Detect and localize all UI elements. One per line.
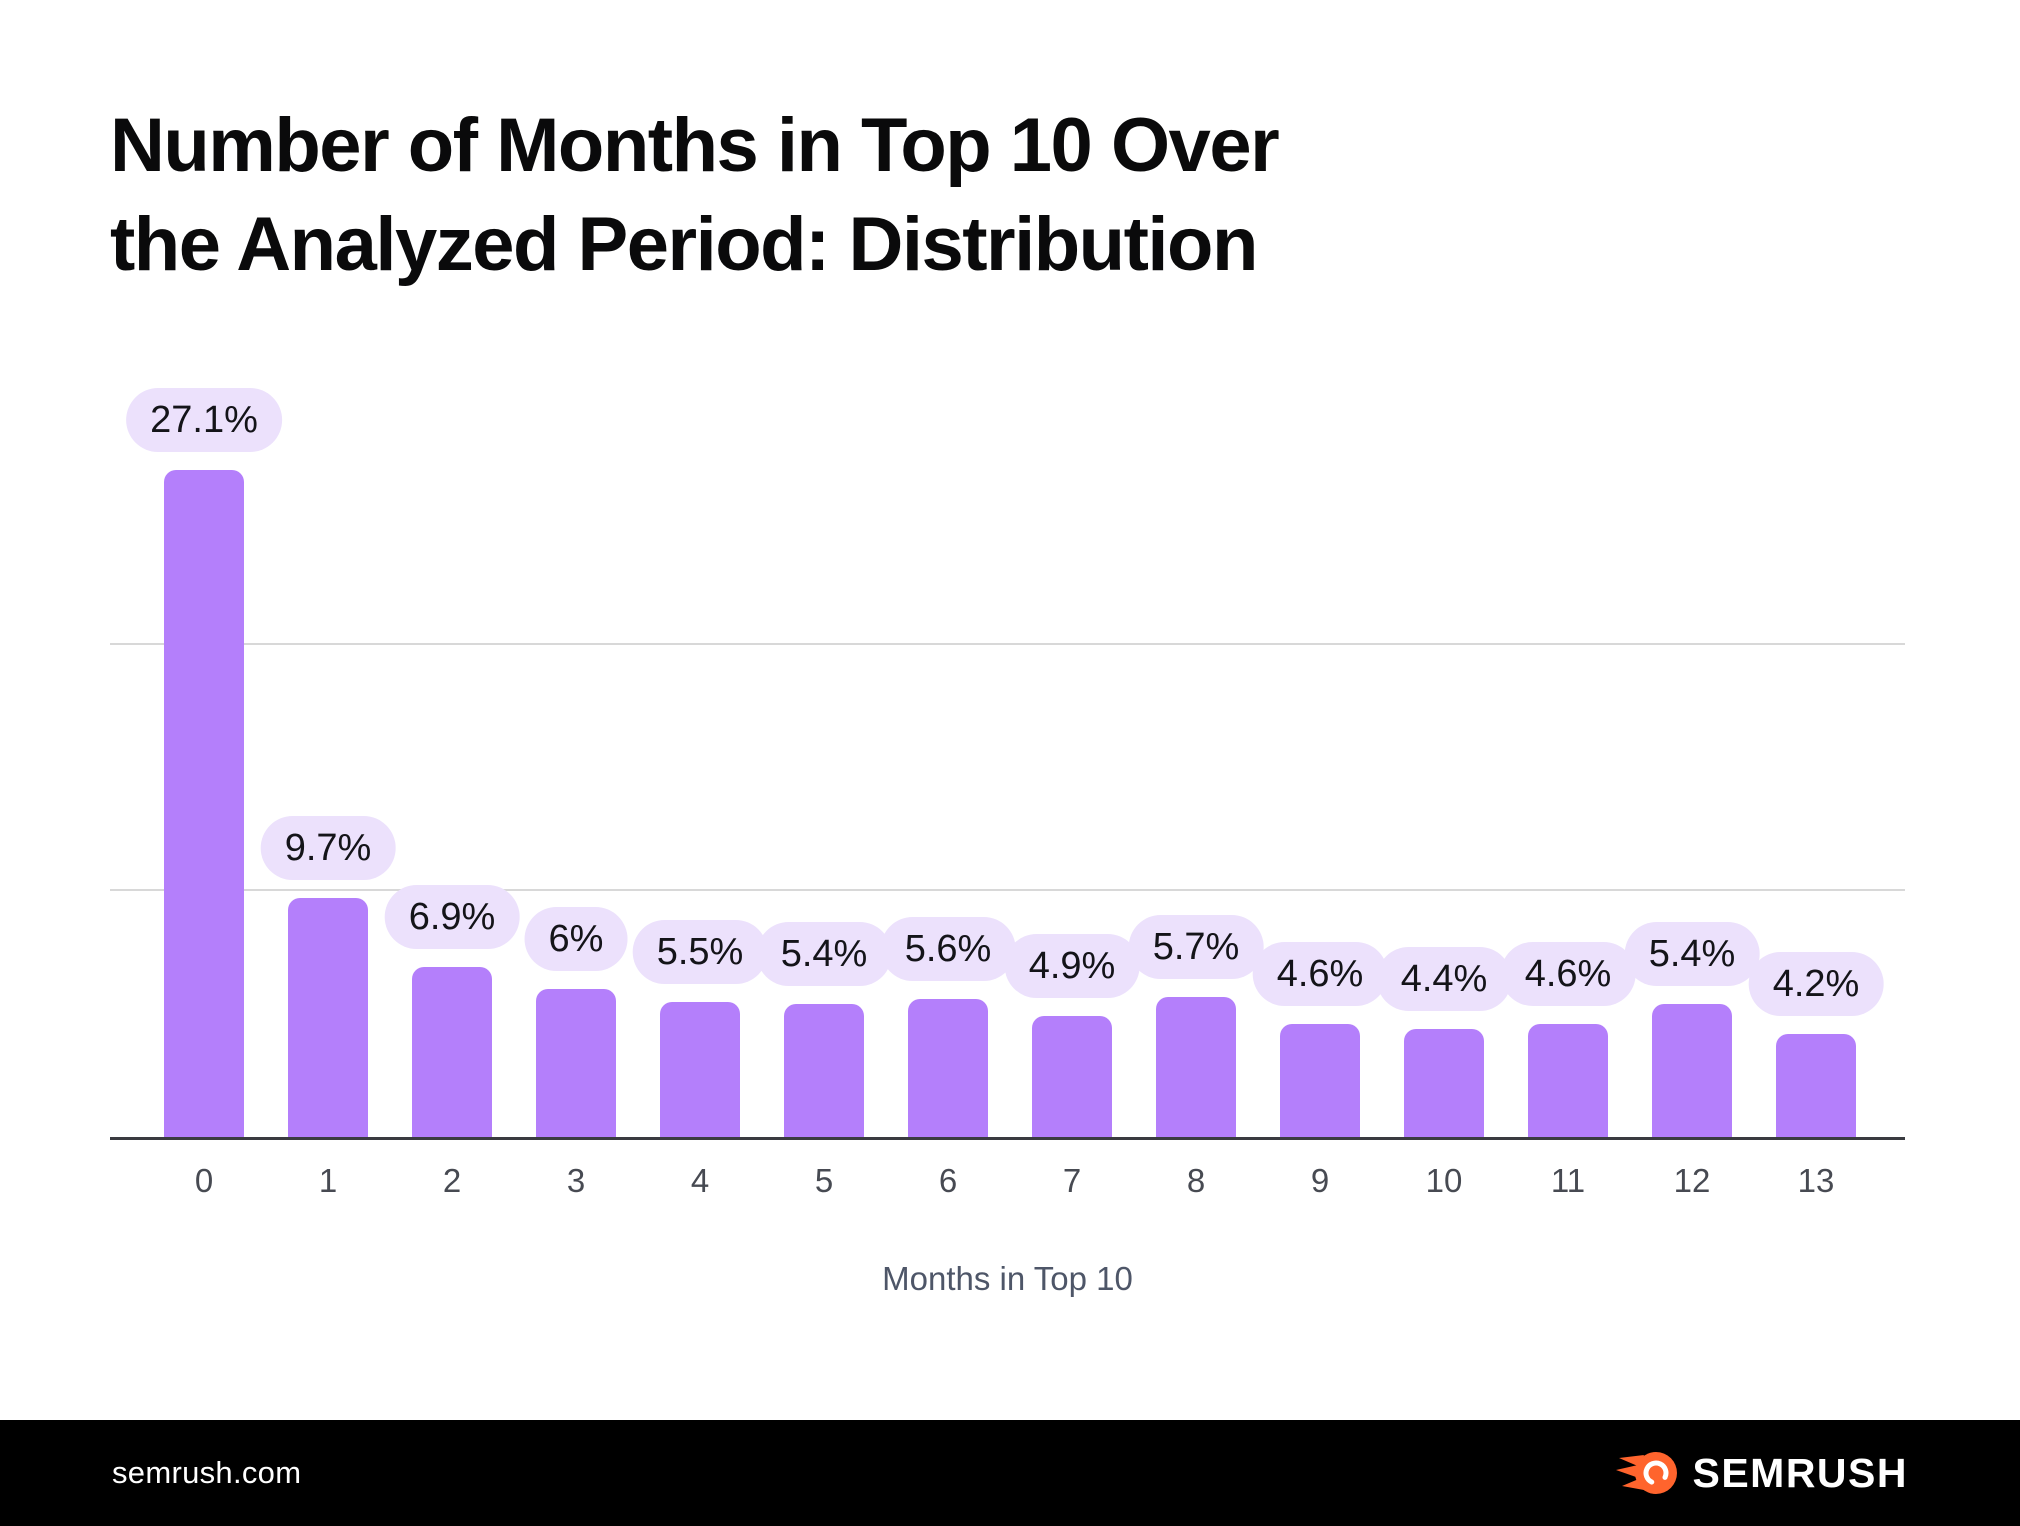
bar-value-pill: 5.4% bbox=[1624, 922, 1760, 987]
bar bbox=[1528, 1023, 1608, 1137]
x-tick-label: 10 bbox=[1425, 1162, 1463, 1199]
x-tick-label: 9 bbox=[1310, 1162, 1330, 1199]
x-tick-label: 13 bbox=[1797, 1162, 1835, 1199]
bar-value-pill: 4.6% bbox=[1252, 941, 1388, 1006]
chart-title-line2: the Analyzed Period: Distribution bbox=[110, 202, 1258, 287]
bar-value-pill: 6.9% bbox=[384, 885, 520, 950]
x-tick-label: 11 bbox=[1550, 1162, 1586, 1199]
bar-value-pill: 27.1% bbox=[126, 388, 282, 453]
x-tick-label: 7 bbox=[1062, 1162, 1082, 1199]
bar bbox=[908, 999, 988, 1137]
chart-title: Number of Months in Top 10 Over the Anal… bbox=[110, 96, 1280, 294]
bar bbox=[660, 1001, 740, 1137]
x-tick-label: 12 bbox=[1673, 1162, 1711, 1199]
bar-value-pill: 5.4% bbox=[756, 922, 892, 987]
bar bbox=[288, 898, 368, 1137]
bar bbox=[412, 967, 492, 1137]
bar-value-pill: 9.7% bbox=[260, 816, 396, 881]
x-tick-label: 0 bbox=[194, 1162, 214, 1199]
footer: semrush.com SEMRUSH bbox=[0, 1420, 2020, 1526]
bar-value-pill: 4.9% bbox=[1004, 934, 1140, 999]
bar-value-pill: 5.5% bbox=[632, 919, 768, 984]
plot-area: 27.1% 9.7% 6.9% 6% 5.5% 5.4% 5.6% 4.9% 5.7% 4.6% 4… bbox=[110, 388, 1905, 1140]
gridline bbox=[110, 889, 1905, 891]
x-tick-label: 6 bbox=[938, 1162, 958, 1199]
bar bbox=[1280, 1023, 1360, 1137]
bar-value-pill: 4.6% bbox=[1500, 941, 1636, 1006]
gridline bbox=[110, 643, 1905, 645]
bar bbox=[1032, 1016, 1112, 1137]
bar-value-pill: 4.2% bbox=[1748, 951, 1884, 1016]
x-axis-title: Months in Top 10 bbox=[882, 1260, 1133, 1297]
x-tick-label: 8 bbox=[1186, 1162, 1206, 1199]
bar bbox=[164, 470, 244, 1137]
bar bbox=[1404, 1028, 1484, 1137]
bar-value-pill: 5.6% bbox=[880, 917, 1016, 982]
bar bbox=[1776, 1033, 1856, 1137]
x-tick-label: 1 bbox=[318, 1162, 338, 1199]
semrush-logo: SEMRUSH bbox=[1614, 1450, 1908, 1497]
x-tick-label: 4 bbox=[690, 1162, 710, 1199]
x-tick-label: 2 bbox=[442, 1162, 462, 1199]
footer-site-text: semrush.com bbox=[112, 1455, 302, 1490]
bar-value-pill: 5.7% bbox=[1128, 914, 1264, 979]
chart-title-line1: Number of Months in Top 10 Over bbox=[110, 103, 1280, 188]
bar bbox=[536, 989, 616, 1137]
x-tick-label: 5 bbox=[814, 1162, 834, 1199]
semrush-wordmark: SEMRUSH bbox=[1692, 1449, 1908, 1496]
bar bbox=[1156, 996, 1236, 1137]
bar bbox=[784, 1004, 864, 1137]
bar-value-pill: 6% bbox=[524, 907, 628, 972]
bar bbox=[1652, 1004, 1732, 1137]
bar-value-pill: 4.4% bbox=[1376, 946, 1512, 1011]
x-axis-ticks: 0 1 2 3 4 5 6 7 8 9 10 11 12 13 bbox=[110, 1162, 1905, 1206]
x-tick-label: 3 bbox=[566, 1162, 586, 1199]
semrush-flame-icon bbox=[1616, 1452, 1678, 1494]
